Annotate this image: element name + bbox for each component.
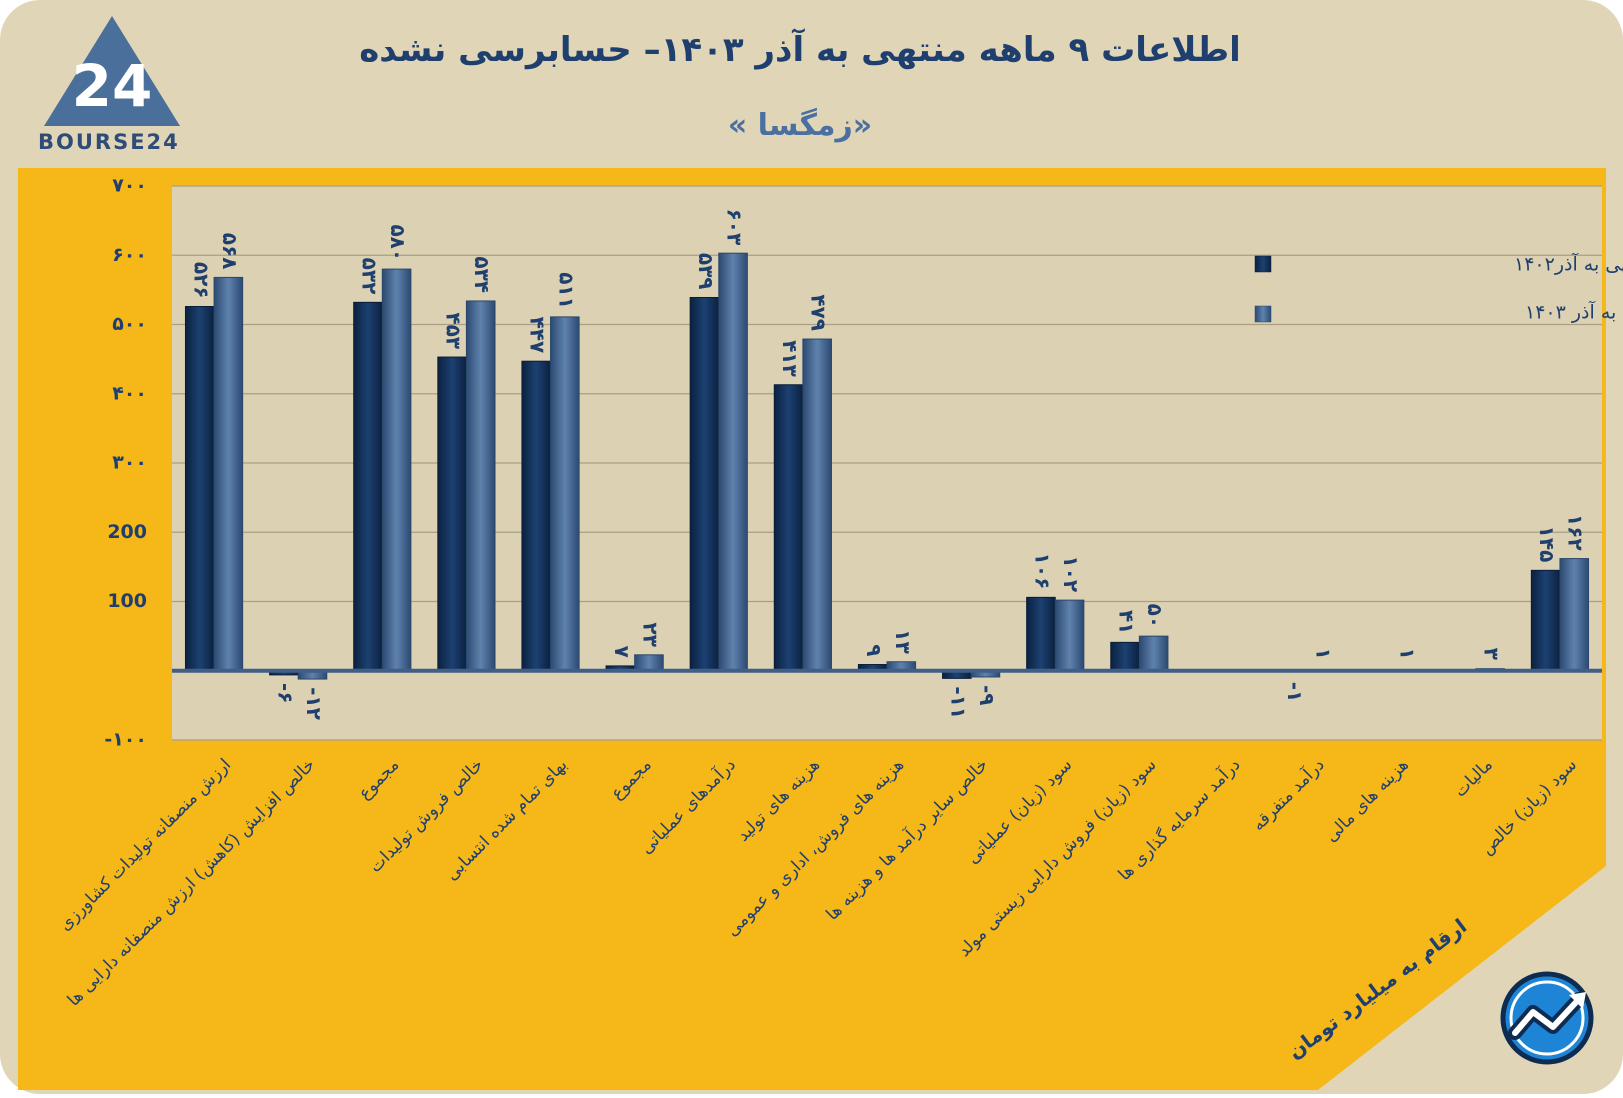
bar-series-2 bbox=[213, 276, 244, 672]
bar-series-1 bbox=[521, 360, 552, 672]
y-tick-label: ۴۰۰ bbox=[112, 382, 147, 404]
legend: عملکرد منتهی به آذر۱۴۰۲ عملکرد منتهی به … bbox=[1254, 252, 1623, 324]
page-subtitle: «زمگسا » bbox=[727, 108, 873, 143]
bar-series-2 bbox=[1559, 558, 1590, 672]
y-tick-label: -۱۰۰ bbox=[104, 729, 147, 751]
bar-series-2 bbox=[802, 338, 832, 672]
data-label-series-2: ۴۷۹ bbox=[807, 294, 831, 331]
bar-series-2 bbox=[634, 654, 664, 672]
bars bbox=[184, 252, 1590, 680]
data-label-series-1: -۶ bbox=[273, 683, 297, 704]
bar-series-1 bbox=[773, 384, 804, 672]
data-label-series-1: ۱۴۵ bbox=[1535, 526, 1559, 563]
data-label-series-1: ۵۳۲ bbox=[358, 258, 382, 295]
y-tick-label: 100 bbox=[107, 590, 147, 612]
bar-series-2 bbox=[465, 300, 496, 672]
data-label-series-2: -۱۲ bbox=[302, 687, 326, 720]
bar-series-1 bbox=[1110, 641, 1140, 672]
bar-series-1 bbox=[184, 306, 215, 672]
bar-series-1 bbox=[353, 301, 383, 672]
trend-chart-badge-icon bbox=[1500, 971, 1594, 1065]
data-label-series-1: ۴۴۷ bbox=[526, 317, 550, 354]
data-label-series-1: -۱۱ bbox=[946, 686, 970, 719]
data-label-series-2: ۱ bbox=[1311, 648, 1335, 660]
data-label-series-1: ۵۳۹ bbox=[694, 253, 718, 290]
bar-series-2 bbox=[381, 268, 412, 672]
logo-mark: 24 bbox=[72, 52, 153, 120]
data-label-series-1: ۹ bbox=[862, 644, 886, 656]
data-label-series-2: ۲۳ bbox=[638, 622, 662, 646]
bar-series-2 bbox=[550, 316, 580, 672]
data-label-series-2: ۵۱۱ bbox=[554, 272, 578, 309]
data-label-series-1: ۴۱ bbox=[1115, 610, 1139, 634]
page-title: اطلاعات ۹ ماهه منتهی به آذر ۱۴۰۳– حسابرس… bbox=[359, 30, 1241, 70]
data-label-series-2: ۱ bbox=[1396, 648, 1420, 660]
legend-label-series-2: عملکرد منتهی به آذر ۱۴۰۳ bbox=[1525, 300, 1623, 324]
y-tick-label: ۳۰۰ bbox=[112, 452, 147, 474]
data-label-series-1: ۵۲۶ bbox=[189, 262, 213, 299]
y-tick-label: ۶۰۰ bbox=[112, 244, 147, 266]
data-label-series-2: ۵۸۰ bbox=[386, 224, 410, 261]
bar-series-2 bbox=[1138, 635, 1169, 672]
data-label-series-2: ۶۰۳ bbox=[723, 209, 747, 246]
data-label-series-2: ۱۰۲ bbox=[1059, 555, 1083, 592]
y-axis-ticks: -۱۰۰ 100 200 ۳۰۰ ۴۰۰ ۵۰۰ ۶۰۰ ۷۰۰ bbox=[104, 175, 147, 751]
data-label-series-2: ۵۳۴ bbox=[470, 256, 494, 293]
bourse24-logo: 24 bbox=[44, 16, 180, 126]
data-label-series-1: ۷ bbox=[610, 646, 634, 658]
y-tick-label: ۵۰۰ bbox=[112, 313, 147, 335]
data-label-series-2: -۹ bbox=[975, 685, 999, 706]
bar-series-2 bbox=[718, 252, 748, 672]
data-label-series-2: ۳ bbox=[1480, 648, 1504, 660]
y-tick-label: 200 bbox=[107, 521, 147, 543]
bar-series-1 bbox=[1530, 569, 1561, 672]
data-label-series-1: ۴۱۳ bbox=[778, 340, 802, 377]
data-label-series-2: ۵۰ bbox=[1143, 604, 1167, 628]
bar-series-1 bbox=[437, 356, 467, 672]
data-label-series-1: -۱ bbox=[1283, 682, 1307, 703]
logo-text: BOURSE24 bbox=[38, 130, 180, 154]
logo-triangle-icon bbox=[44, 16, 180, 126]
data-label-series-1: ۱۰۶ bbox=[1030, 553, 1054, 590]
bar-series-1 bbox=[1026, 596, 1056, 672]
data-label-series-2: ۱۶۲ bbox=[1564, 514, 1588, 551]
legend-swatch-series-1 bbox=[1254, 255, 1272, 273]
y-tick-label: ۷۰۰ bbox=[112, 175, 147, 197]
data-label-series-2: ۱۳ bbox=[891, 629, 915, 653]
data-label-series-1: ۴۵۳ bbox=[442, 312, 466, 349]
bar-series-2 bbox=[1054, 599, 1085, 672]
data-label-series-2: ۵۶۸ bbox=[218, 233, 242, 270]
legend-swatch-series-2 bbox=[1254, 305, 1272, 323]
legend-label-series-1: عملکرد منتهی به آذر۱۴۰۲ bbox=[1514, 252, 1623, 276]
bar-series-1 bbox=[689, 296, 720, 672]
